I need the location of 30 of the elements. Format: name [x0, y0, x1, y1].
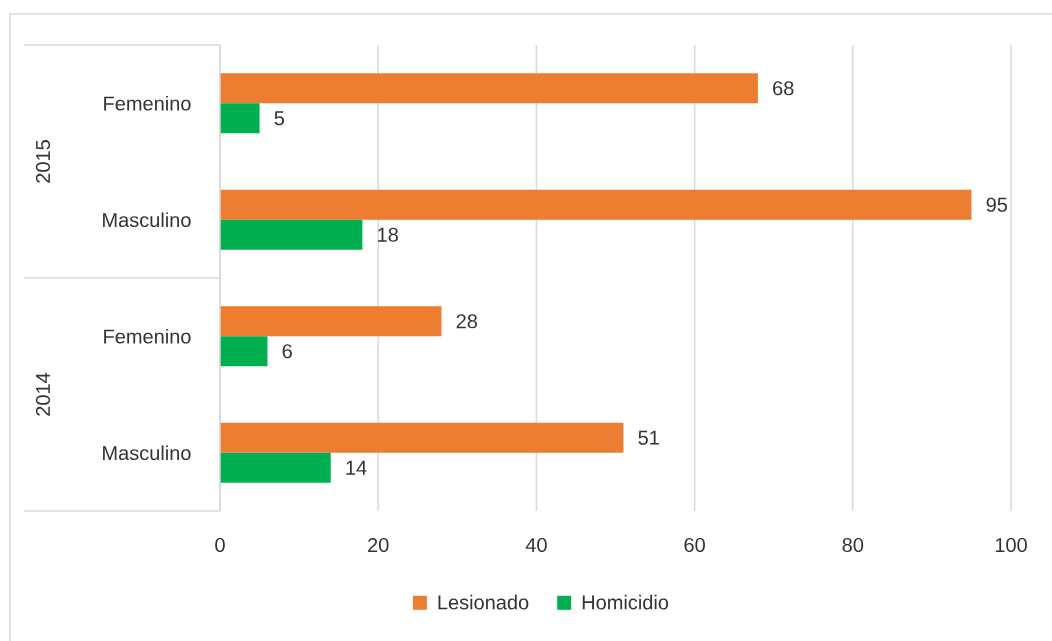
- data-label: 28: [456, 314, 478, 329]
- text: 2014: [35, 372, 51, 416]
- data-label: 68: [773, 81, 794, 96]
- data-label: 18: [378, 227, 398, 242]
- x-tick-label: 60: [684, 537, 705, 553]
- legend-label: Homicidio: [582, 594, 669, 610]
- x-tick-label: 40: [525, 537, 547, 553]
- bar: [220, 189, 972, 220]
- bar: [220, 336, 268, 367]
- data-label: 51: [638, 430, 659, 445]
- data-label: 6: [282, 344, 292, 359]
- bar: [220, 452, 331, 483]
- x-tick-label: 80: [842, 537, 864, 553]
- bar: [220, 103, 260, 134]
- bar: [220, 422, 624, 453]
- bar: [220, 219, 363, 250]
- bar: [220, 73, 758, 104]
- x-tick-label: 20: [368, 537, 389, 553]
- y-tick-label: Femenino: [104, 95, 191, 111]
- data-label: 95: [986, 197, 1008, 212]
- bar: [220, 306, 442, 337]
- x-tick-label: 0: [215, 537, 225, 553]
- y-tick-label: Masculino: [103, 445, 191, 461]
- y-tick-label: Femenino: [104, 328, 191, 344]
- data-label: 5: [274, 111, 285, 126]
- text: 2015: [35, 140, 51, 183]
- y-tick-label: Masculino: [103, 212, 191, 228]
- data-label: 14: [346, 460, 367, 475]
- x-tick-label: 100: [995, 537, 1027, 553]
- legend-label: Lesionado: [438, 594, 529, 610]
